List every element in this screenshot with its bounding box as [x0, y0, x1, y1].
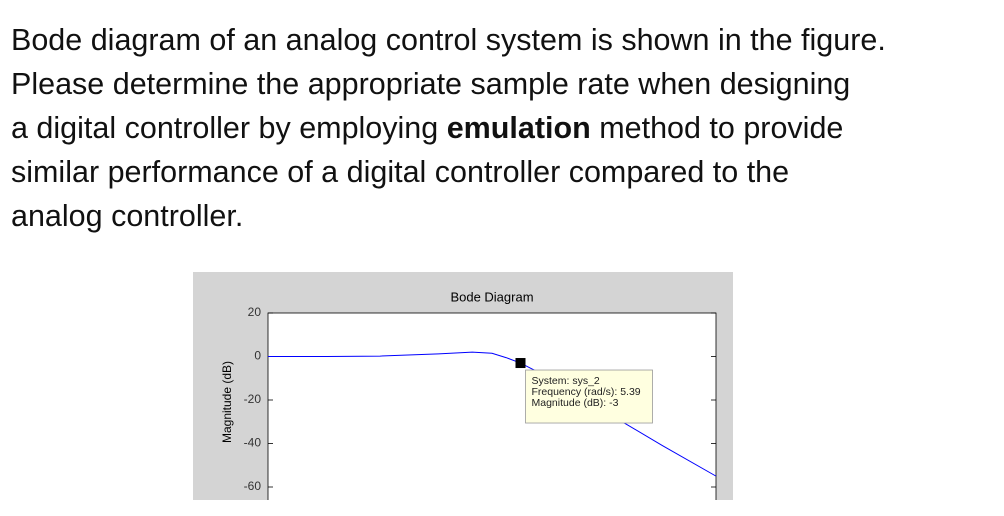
y-tick-label: -20 [244, 392, 262, 406]
y-tick-label: -60 [244, 479, 262, 493]
bold-text: emulation [446, 111, 591, 145]
y-axis-label: Magnitude (dB) [220, 361, 234, 443]
question-line: a digital controller by employing emulat… [11, 106, 886, 150]
chart-title: Bode Diagram [450, 289, 533, 304]
datatip-marker [515, 358, 526, 369]
datatip-text: Magnitude (dB): -3 [532, 397, 619, 409]
question-line: Bode diagram of an analog control system… [11, 23, 886, 57]
y-tick-label: -40 [244, 436, 262, 450]
question-line: similar performance of a digital control… [11, 155, 790, 189]
datatip-text: Frequency (rad/s): 5.39 [532, 386, 641, 398]
question-line: analog controller. [11, 199, 244, 233]
y-tick-label: 20 [248, 305, 262, 319]
text: method to provide [590, 111, 844, 145]
chart: Bode Diagram Magnitude (dB) 20 0 -20 -40 -60… [193, 272, 733, 500]
question-line: Please determine the appropriate sample … [11, 67, 851, 101]
y-tick-label: 0 [254, 349, 261, 363]
text: a digital controller by employing [11, 111, 447, 145]
question: Bode diagram of an analog control system… [11, 18, 886, 238]
datatip-text: System: sys_2 [532, 375, 600, 387]
datatip-box [525, 369, 653, 424]
